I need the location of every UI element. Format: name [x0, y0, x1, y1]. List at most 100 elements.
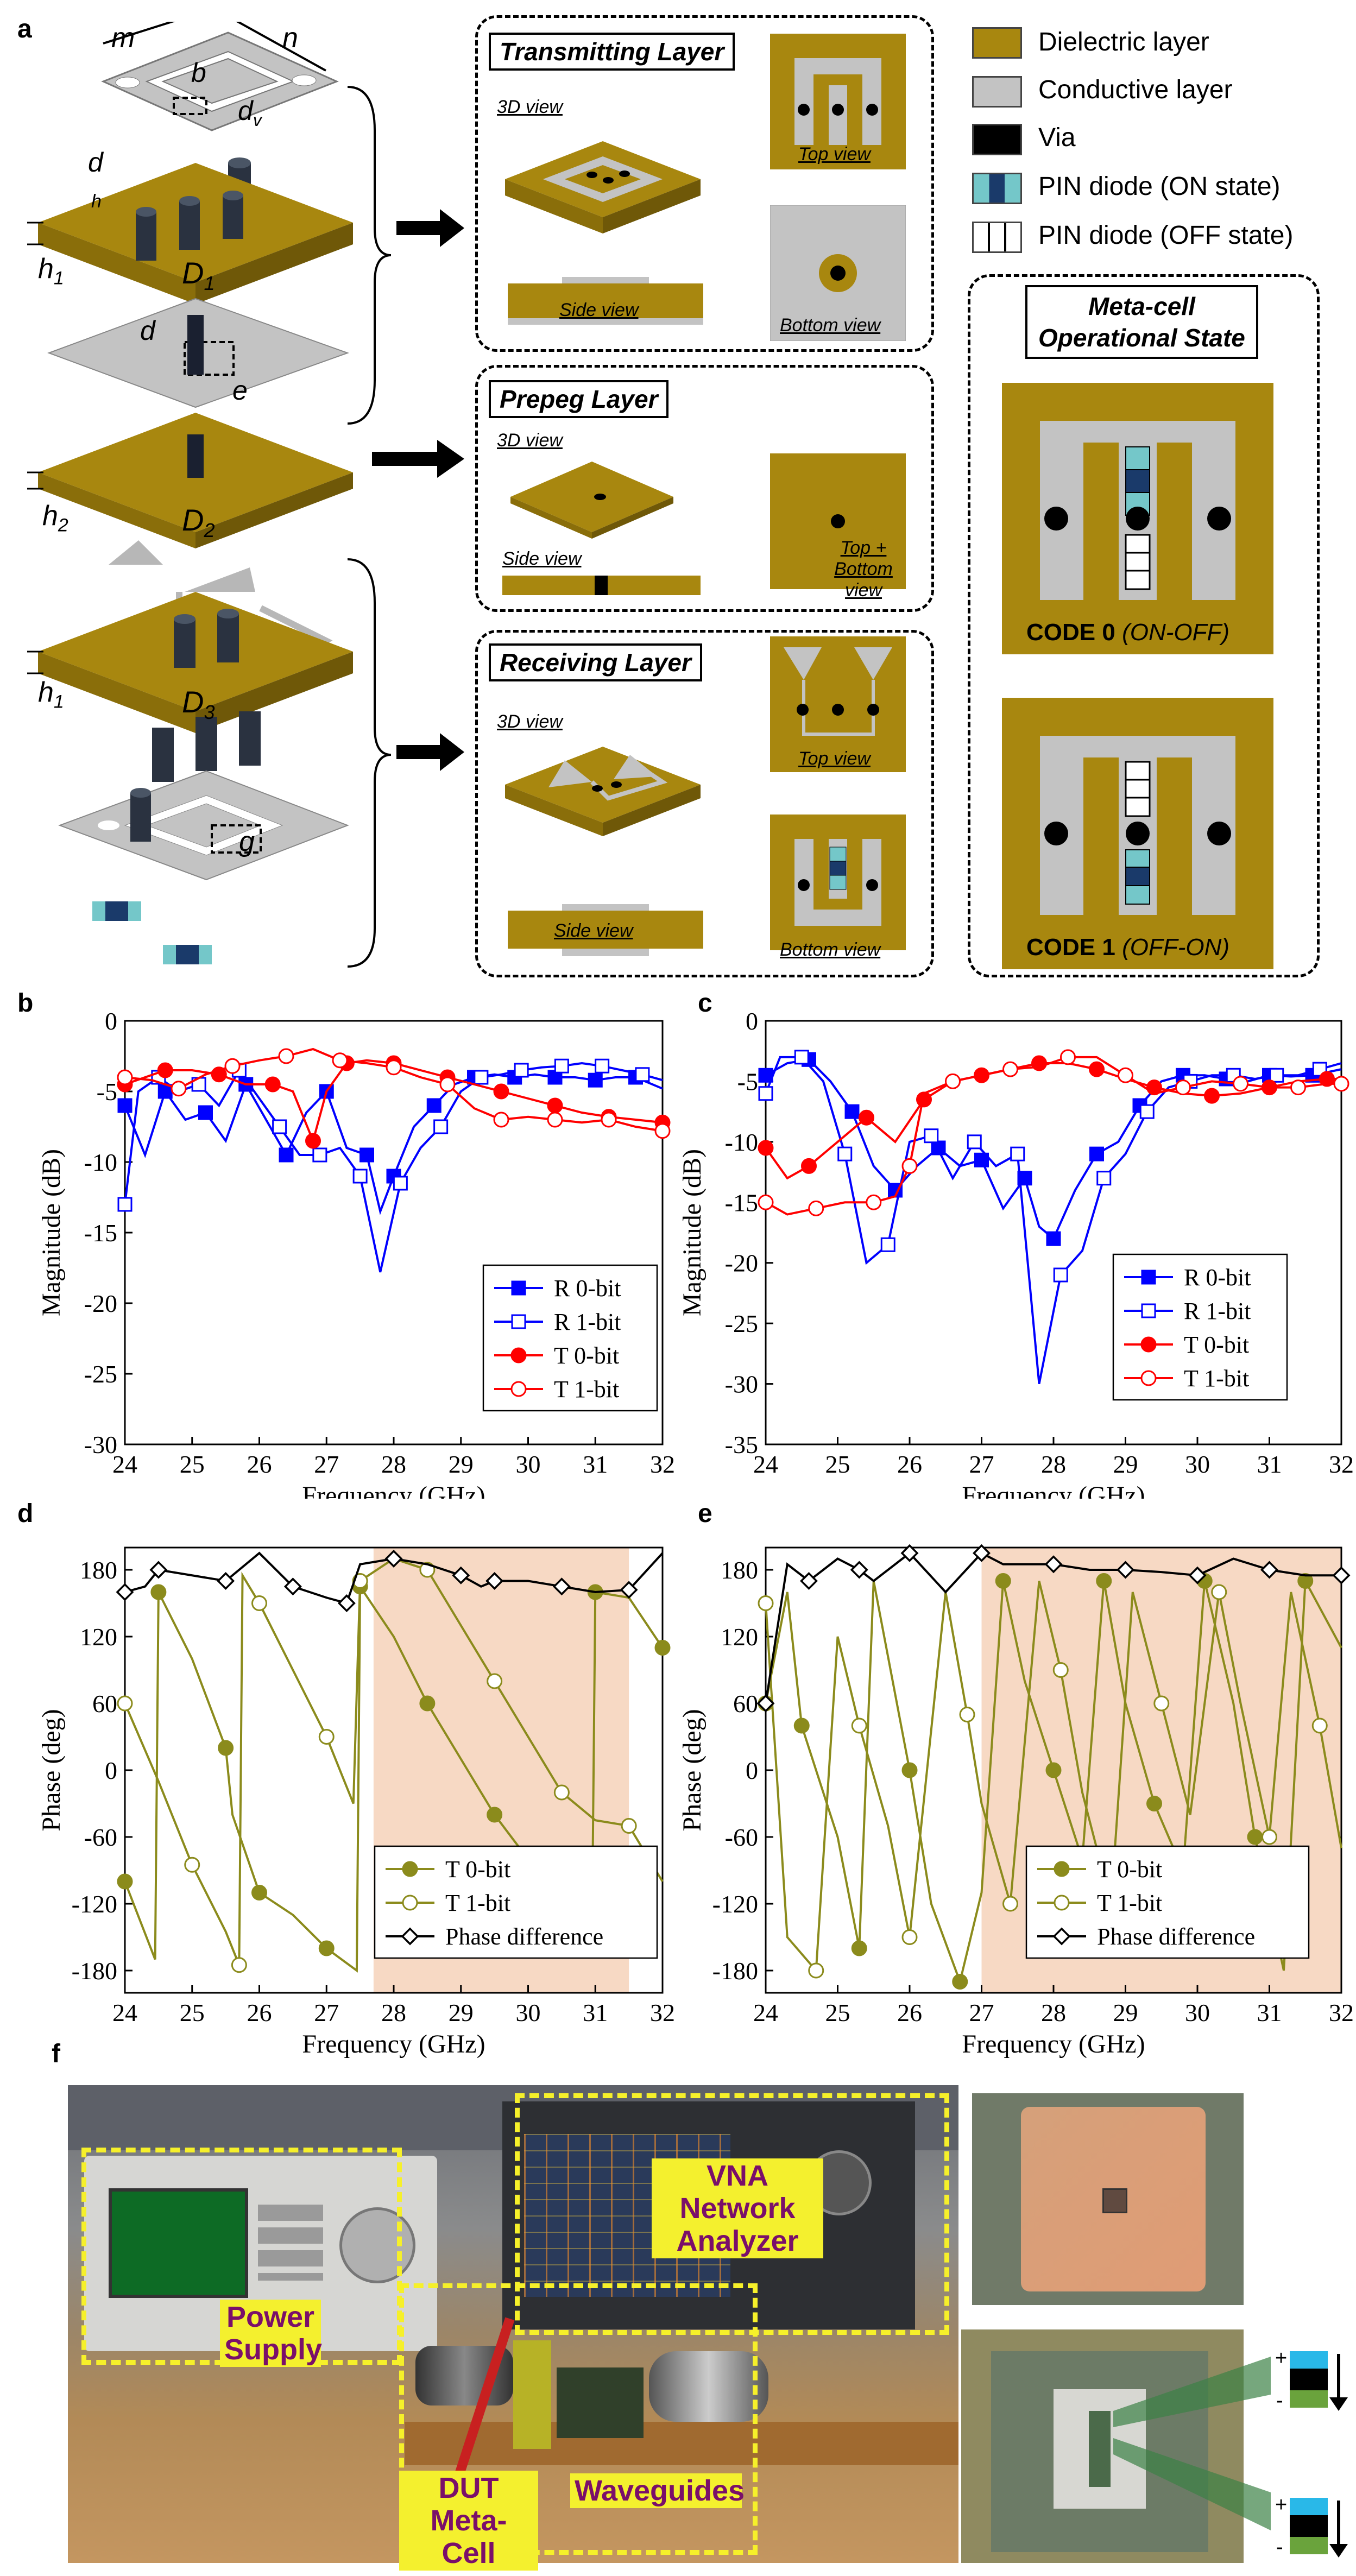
- data-point: [272, 1119, 287, 1134]
- dim-h1-top: h1: [38, 252, 64, 289]
- metacell-title-line1: Meta-cell: [1088, 292, 1195, 320]
- x-tick-label: 30: [1185, 1450, 1210, 1478]
- dim-h: h: [91, 191, 102, 212]
- y-tick-label: -20: [84, 1290, 117, 1317]
- prepeg-topbottom-view: [770, 453, 906, 589]
- data-point: [493, 1083, 509, 1100]
- arrow-to-transmitting: [396, 209, 464, 247]
- data-point: [601, 1112, 617, 1128]
- y-tick-label: -5: [737, 1068, 758, 1095]
- waveguide-right: [649, 2351, 768, 2422]
- data-point: [1269, 1068, 1284, 1083]
- diode-zoom-beams: [1113, 2357, 1271, 2530]
- legend-marker: [1054, 1861, 1070, 1877]
- data-point: [758, 1595, 774, 1611]
- data-point: [439, 1076, 456, 1093]
- series-line-t-1-bit: [765, 1056, 1341, 1216]
- legend-marker: [402, 1895, 418, 1911]
- data-point: [595, 1058, 610, 1074]
- y-tick-label: -180: [712, 1957, 758, 1985]
- legend-label: T 1-bit: [554, 1376, 619, 1403]
- data-point: [794, 1050, 809, 1065]
- diode-bot-cathode: [1290, 2537, 1328, 2554]
- x-tick-label: 31: [1257, 1450, 1282, 1478]
- data-point: [514, 1063, 529, 1078]
- y-tick-label: -120: [72, 1890, 117, 1918]
- diode-bot-minus: -: [1276, 2536, 1283, 2559]
- data-point: [184, 1857, 200, 1873]
- data-point: [901, 1762, 918, 1778]
- data-point: [800, 1572, 818, 1590]
- bench-rail: [405, 2422, 958, 2465]
- y-tick-label: 0: [746, 1007, 758, 1035]
- data-point: [1319, 1071, 1335, 1087]
- y-tick-label: -35: [725, 1431, 758, 1459]
- diode-top-minus: -: [1276, 2389, 1283, 2412]
- y-tick-label: -25: [725, 1310, 758, 1337]
- receiving-title: Receiving Layer: [489, 643, 702, 681]
- code0-cell: [1002, 383, 1273, 654]
- legend-marker: [1141, 1270, 1156, 1285]
- y-tick-label: -120: [712, 1890, 758, 1918]
- dim-D2: D2: [182, 502, 215, 542]
- legend-swatch-conductive: [972, 76, 1022, 108]
- lab-setup-photo: [68, 2085, 958, 2563]
- series-line-t-1-bit: [765, 1581, 1342, 1974]
- data-point: [758, 1194, 774, 1210]
- legend-label: Phase difference: [1097, 1923, 1255, 1950]
- x-tick-label: 26: [897, 1450, 922, 1478]
- dim-h2: h2: [42, 500, 68, 536]
- data-point: [1096, 1573, 1112, 1589]
- data-point: [880, 1237, 895, 1252]
- y-tick-label: -15: [725, 1189, 758, 1216]
- dim-n: n: [282, 22, 298, 54]
- code1-state: (OFF-ON): [1122, 934, 1229, 961]
- y-tick-label: -10: [725, 1128, 758, 1156]
- dim-D2-sub: 2: [204, 519, 215, 542]
- dim-dv-sub: v: [253, 110, 262, 130]
- dim-h1-bot-sub: 1: [53, 691, 64, 712]
- dim-h2-sub: 2: [58, 515, 68, 536]
- data-point: [251, 1885, 267, 1901]
- data-point: [352, 1169, 368, 1184]
- x-axis-label: Frequency (GHz): [962, 1481, 1145, 1499]
- x-tick-label: 25: [825, 1999, 850, 2026]
- receiving-3d-label: 3D view: [497, 711, 563, 732]
- diode-top-plus: +: [1275, 2347, 1288, 2370]
- code0-label: CODE 0 (ON-OFF): [1026, 619, 1229, 646]
- data-point: [1096, 1171, 1112, 1186]
- prepeg-title: Prepeg Layer: [489, 380, 669, 418]
- data-point: [801, 1158, 817, 1174]
- data-point: [1089, 1146, 1104, 1161]
- data-point: [1260, 1561, 1278, 1579]
- data-point: [1002, 1061, 1018, 1077]
- data-point: [426, 1098, 442, 1113]
- data-point: [1311, 1718, 1328, 1734]
- data-point: [924, 1128, 939, 1144]
- data-point: [1233, 1076, 1248, 1092]
- data-point: [793, 1718, 810, 1734]
- diode-bot-anode: [1290, 2498, 1328, 2515]
- pin-diode-components: [92, 901, 212, 964]
- x-axis-label: Frequency (GHz): [302, 1481, 485, 1499]
- data-point: [332, 1052, 348, 1069]
- legend-label: T 0-bit: [554, 1342, 619, 1369]
- data-point: [150, 1584, 167, 1600]
- data-point: [1290, 1079, 1306, 1096]
- data-point: [312, 1147, 327, 1163]
- data-point: [837, 1146, 853, 1161]
- legend-label-diode-off: PIN diode (OFF state): [1038, 221, 1294, 250]
- legend-label: R 0-bit: [1184, 1264, 1251, 1291]
- legend-label: T 1-bit: [1184, 1365, 1249, 1392]
- data-point: [1247, 1829, 1263, 1845]
- code0-name: CODE 0: [1026, 619, 1115, 646]
- y-axis-label: Phase (deg): [679, 1709, 707, 1831]
- y-tick-label: 180: [80, 1556, 117, 1584]
- receiving-top-label: Top view: [798, 748, 871, 769]
- y-tick-label: -5: [97, 1078, 117, 1106]
- metacell-title-line2: Operational State: [1038, 324, 1245, 352]
- x-tick-label: 31: [1257, 1999, 1282, 2026]
- arrow-to-prepeg: [372, 440, 464, 478]
- power-supply-knob: [339, 2207, 415, 2283]
- dim-D3-main: D: [182, 685, 204, 719]
